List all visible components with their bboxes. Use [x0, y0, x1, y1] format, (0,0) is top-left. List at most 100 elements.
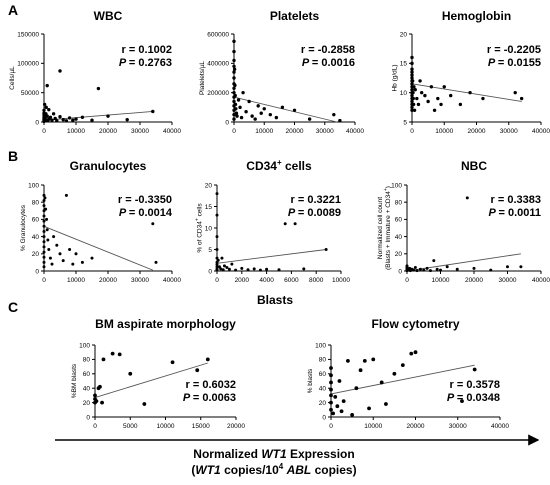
data-point: [94, 399, 99, 404]
data-point: [45, 228, 49, 232]
data-point: [519, 96, 524, 101]
data-point: [232, 67, 237, 71]
data-point: [45, 114, 49, 118]
data-point: [55, 119, 59, 123]
r-value-label: r = -0.3350: [118, 194, 172, 206]
data-point: [335, 404, 340, 409]
r-value-label: r = 0.6032: [186, 379, 236, 391]
data-point: [329, 407, 333, 412]
data-point: [98, 384, 102, 389]
data-point: [74, 252, 78, 256]
x-tick-label: 20000: [467, 128, 485, 135]
data-point: [410, 67, 414, 71]
data-point: [354, 386, 359, 391]
nbc-plot: NBC 0 10000 20000 30000 40000 0 20 40 60 80 100Norm…: [377, 159, 550, 284]
x-tick-label: 0: [329, 423, 333, 430]
data-point: [42, 108, 46, 112]
data-point: [215, 263, 219, 267]
data-point: [45, 217, 49, 221]
y-tick-label: 80: [83, 357, 91, 364]
x-tick-label: 40000: [532, 128, 550, 135]
x-tick-label: 30000: [498, 277, 516, 284]
data-point: [442, 85, 446, 89]
data-point: [222, 264, 226, 268]
y-tick-label: 100: [79, 342, 90, 349]
data-point: [232, 86, 236, 90]
data-point: [233, 93, 237, 98]
data-point: [426, 99, 430, 104]
x-tick-label: 10000: [156, 423, 174, 430]
p-value-text: = 0.0089: [298, 207, 341, 219]
p-value-label: P = 0.0063: [183, 392, 236, 404]
data-point: [58, 69, 62, 73]
data-point: [413, 88, 417, 92]
hemoglobin-plot: Hemoglobin 0 10000 20000 30000 40000 5 10 15 20 Hb…: [392, 9, 550, 135]
data-point: [458, 102, 463, 107]
x-tick-label: 10000: [431, 277, 449, 284]
data-point: [455, 267, 459, 271]
data-point: [410, 61, 414, 66]
chart-title: NBC: [461, 159, 487, 173]
x-tick-label: 20000: [99, 277, 117, 284]
x-tick-label: 10000: [67, 277, 85, 284]
data-point: [125, 117, 129, 122]
y-tick-label: 10: [205, 225, 213, 232]
data-point: [236, 98, 241, 102]
data-point: [232, 76, 236, 80]
p-value-text: = 0.0011: [498, 207, 541, 219]
chart-title: Hemoglobin: [442, 9, 511, 23]
data-point: [232, 58, 236, 63]
y-axis-label: % blasts: [307, 368, 314, 393]
data-point: [93, 393, 97, 398]
data-point: [384, 402, 388, 406]
data-point: [329, 387, 333, 392]
data-point: [67, 116, 72, 120]
y-tick-label: 0: [322, 414, 326, 421]
data-point: [232, 90, 236, 95]
y-tick-label: 60: [32, 217, 40, 224]
data-point: [329, 373, 333, 378]
data-point: [45, 83, 49, 88]
data-point: [233, 102, 238, 107]
x-tick-label: 10000: [255, 128, 273, 135]
data-point: [468, 90, 472, 95]
data-point: [405, 264, 409, 268]
data-point: [48, 256, 52, 260]
data-point: [247, 99, 251, 104]
data-point: [472, 266, 476, 270]
y-tick-label: 15: [400, 61, 408, 68]
data-point: [80, 260, 84, 264]
x-tick-label: 8000: [309, 277, 324, 284]
p-value-label: P = 0.0016: [302, 57, 355, 69]
p-value-text: = 0.0063: [193, 392, 236, 404]
data-point: [170, 360, 175, 365]
data-point: [233, 83, 237, 88]
data-point: [215, 192, 219, 196]
y-tick-label: 80: [32, 200, 40, 207]
y-tick-label: 0: [35, 119, 39, 126]
data-point: [329, 393, 333, 398]
data-point: [42, 224, 46, 228]
data-point: [42, 265, 46, 269]
data-point: [154, 260, 158, 264]
y-tick-label: 40: [83, 386, 91, 393]
r-value-label: r = 0.3383: [491, 194, 541, 206]
data-point: [230, 262, 234, 266]
y-tick-label: 80: [395, 200, 403, 207]
data-point: [432, 108, 437, 112]
y-tick-label: 0: [398, 268, 402, 275]
data-point: [42, 102, 47, 107]
data-point: [392, 371, 397, 376]
data-point: [42, 214, 46, 218]
y-tick-label: 80: [319, 357, 327, 364]
data-point: [329, 366, 333, 370]
data-point: [240, 266, 244, 270]
x-tick-label: 30000: [316, 128, 334, 135]
x-tick-label: 30000: [500, 128, 518, 135]
data-point: [489, 268, 493, 272]
data-point: [64, 193, 68, 197]
x-tick-label: 10000: [67, 128, 85, 135]
data-point: [42, 204, 46, 208]
trend-line: [406, 253, 521, 272]
